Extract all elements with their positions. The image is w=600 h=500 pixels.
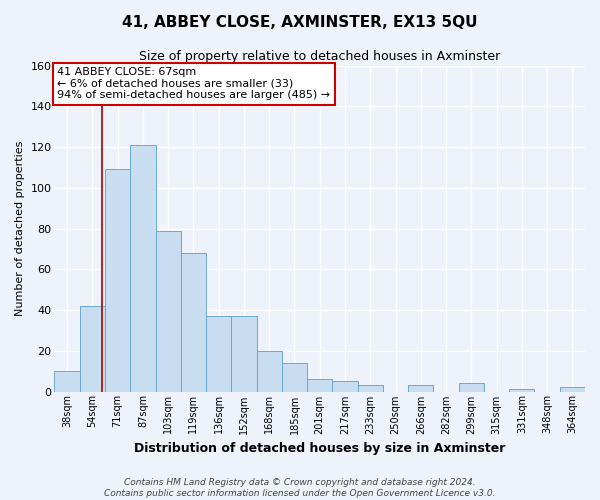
- Text: 41, ABBEY CLOSE, AXMINSTER, EX13 5QU: 41, ABBEY CLOSE, AXMINSTER, EX13 5QU: [122, 15, 478, 30]
- Bar: [560, 388, 585, 392]
- Bar: [509, 390, 535, 392]
- Bar: [55, 371, 80, 392]
- Bar: [458, 384, 484, 392]
- Bar: [408, 386, 433, 392]
- Bar: [307, 380, 332, 392]
- Bar: [282, 363, 307, 392]
- Bar: [130, 145, 155, 392]
- Bar: [232, 316, 257, 392]
- Bar: [358, 386, 383, 392]
- Bar: [332, 382, 358, 392]
- Bar: [181, 253, 206, 392]
- Y-axis label: Number of detached properties: Number of detached properties: [15, 141, 25, 316]
- Bar: [105, 170, 130, 392]
- Text: Contains HM Land Registry data © Crown copyright and database right 2024.
Contai: Contains HM Land Registry data © Crown c…: [104, 478, 496, 498]
- Bar: [257, 351, 282, 392]
- Title: Size of property relative to detached houses in Axminster: Size of property relative to detached ho…: [139, 50, 500, 63]
- X-axis label: Distribution of detached houses by size in Axminster: Distribution of detached houses by size …: [134, 442, 505, 455]
- Text: 41 ABBEY CLOSE: 67sqm
← 6% of detached houses are smaller (33)
94% of semi-detac: 41 ABBEY CLOSE: 67sqm ← 6% of detached h…: [57, 67, 330, 100]
- Bar: [206, 316, 232, 392]
- Bar: [80, 306, 105, 392]
- Bar: [155, 230, 181, 392]
